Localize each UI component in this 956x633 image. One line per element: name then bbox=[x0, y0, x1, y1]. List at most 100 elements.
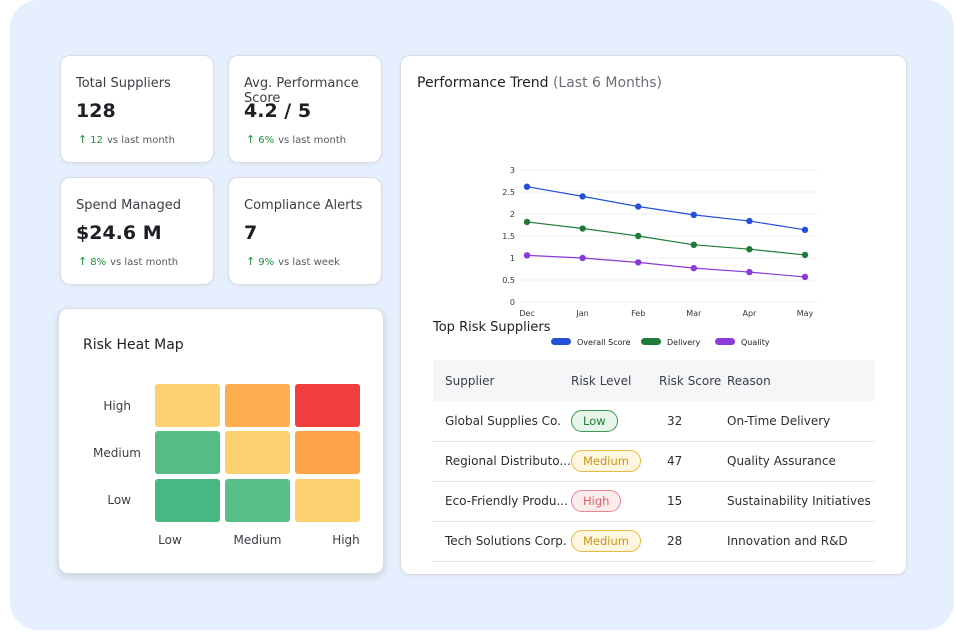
table-row[interactable]: Eco-Friendly Produ... High 15 Sustainabi… bbox=[433, 481, 875, 522]
data-point bbox=[801, 226, 809, 234]
legend-label: Delivery bbox=[667, 338, 700, 347]
y-tick-label: 0 bbox=[510, 298, 515, 307]
x-tick-label: Mar bbox=[686, 309, 702, 318]
trend-subtitle: (Last 6 Months) bbox=[552, 75, 663, 91]
risk-score: 15 bbox=[659, 481, 727, 522]
risk-level-badge: Medium bbox=[571, 530, 641, 552]
kpi-card-spend-managed[interactable]: Spend Managed $24.6 M ↑ 8% vs last month bbox=[60, 177, 214, 285]
data-point bbox=[579, 193, 586, 200]
data-point bbox=[690, 211, 697, 219]
risk-level-badge: Medium bbox=[571, 450, 641, 472]
kpi-value: $24.6 M bbox=[76, 222, 162, 244]
heat-cell[interactable] bbox=[295, 384, 360, 427]
x-tick-label: Feb bbox=[631, 309, 645, 318]
legend-label: Quality bbox=[741, 338, 770, 347]
data-point bbox=[746, 246, 753, 253]
x-tick-label: Jan bbox=[575, 309, 588, 318]
heat-cell[interactable] bbox=[225, 431, 290, 474]
risk-score: 28 bbox=[659, 521, 727, 562]
kpi-card-avg-performance[interactable]: Avg. Performance Score 4.2 / 5 ↑ 6% vs las… bbox=[228, 55, 382, 163]
arrow-up-icon: ↑ bbox=[78, 133, 88, 146]
y-tick-label: 3 bbox=[510, 166, 515, 175]
data-point bbox=[523, 218, 531, 226]
heat-cell[interactable] bbox=[155, 479, 220, 522]
risk-score: 47 bbox=[659, 441, 727, 482]
data-point bbox=[801, 251, 809, 259]
risk-reason: Sustainability Initiatives bbox=[727, 481, 875, 522]
y-tick-label: 2 bbox=[510, 210, 515, 219]
data-point bbox=[523, 252, 531, 259]
kpi-value: 128 bbox=[76, 100, 116, 122]
risk-heat-map-card: Risk Heat Map High Medium Low Low Medium… bbox=[58, 308, 384, 574]
x-tick-label: Dec bbox=[519, 309, 534, 318]
table-header-row: Supplier Risk Level Risk Score Reason bbox=[433, 360, 875, 401]
x-tick-label: May bbox=[797, 309, 814, 318]
heat-map-title: Risk Heat Map bbox=[83, 337, 184, 353]
heat-col-label-high: High bbox=[332, 533, 360, 547]
data-point bbox=[690, 264, 697, 272]
risk-level-badge: Low bbox=[571, 409, 618, 432]
kpi-title: Spend Managed bbox=[76, 198, 182, 213]
y-tick-label: 0.5 bbox=[502, 276, 515, 285]
col-header-risk-level[interactable]: Risk Level bbox=[571, 360, 659, 401]
heat-cell[interactable] bbox=[225, 384, 290, 427]
heat-cell[interactable] bbox=[155, 431, 220, 474]
heat-col-label-low: Low bbox=[158, 533, 182, 547]
heat-cell[interactable] bbox=[225, 479, 290, 522]
y-tick-label: 1 bbox=[510, 254, 515, 263]
series-line bbox=[526, 254, 806, 278]
kpi-value: 7 bbox=[244, 222, 258, 244]
col-header-supplier[interactable]: Supplier bbox=[433, 360, 571, 401]
data-point bbox=[801, 273, 809, 281]
y-tick-label: 1.5 bbox=[502, 232, 515, 241]
table-row[interactable]: Regional Distributo... Medium 47 Quality… bbox=[433, 441, 875, 482]
arrow-up-icon: ↑ bbox=[246, 255, 256, 268]
data-point bbox=[579, 254, 586, 262]
kpi-title: Compliance Alerts bbox=[244, 198, 363, 213]
data-point bbox=[746, 217, 753, 225]
col-header-risk-score[interactable]: Risk Score bbox=[659, 360, 727, 401]
legend-label: Overall Score bbox=[577, 338, 631, 347]
kpi-delta: ↑ 6% vs last month bbox=[246, 133, 347, 146]
table-row[interactable]: Global Supplies Co. Low 32 On-Time Deliv… bbox=[433, 401, 875, 442]
arrow-up-icon: ↑ bbox=[246, 133, 256, 146]
y-tick-label: 2.5 bbox=[502, 188, 515, 197]
legend-swatch bbox=[715, 338, 735, 345]
performance-panel: Performance Trend (Last 6 Months) 0 0.5 1 1… bbox=[400, 55, 907, 575]
heat-cell[interactable] bbox=[155, 384, 220, 427]
heat-row-label-low: Low bbox=[107, 493, 131, 507]
risk-level-badge: High bbox=[571, 490, 622, 512]
heat-cell[interactable] bbox=[295, 431, 360, 474]
performance-trend-chart: 0 0.5 1 1.5 2 2.5 3 Dec Jan Feb Mar Apr May Overall S… bbox=[502, 166, 817, 347]
kpi-value: 4.2 / 5 bbox=[244, 100, 312, 122]
kpi-card-compliance-alerts[interactable]: Compliance Alerts 7 ↑ 9% vs last week bbox=[228, 177, 382, 285]
heat-row-label-medium: Medium bbox=[93, 446, 141, 460]
risk-suppliers-table: Supplier Risk Level Risk Score Reason Gl… bbox=[433, 360, 875, 562]
supplier-name: Global Supplies Co. bbox=[433, 401, 571, 442]
trend-title: Performance Trend (Last 6 Months) bbox=[417, 75, 663, 91]
kpi-delta: ↑ 9% vs last week bbox=[246, 255, 340, 268]
kpi-title: Avg. Performance Score bbox=[244, 76, 359, 106]
risk-score: 32 bbox=[659, 401, 727, 442]
heat-col-label-medium: Medium bbox=[233, 533, 282, 547]
kpi-card-total-suppliers[interactable]: Total Suppliers 128 ↑ 12 vs last month bbox=[60, 55, 214, 163]
data-point bbox=[635, 203, 642, 210]
kpi-delta: ↑ 8% vs last month bbox=[78, 255, 179, 268]
heat-row-label-high: High bbox=[103, 399, 131, 413]
data-point bbox=[635, 232, 642, 240]
risk-reason: Innovation and R&D bbox=[727, 521, 875, 562]
supplier-name: Tech Solutions Corp. bbox=[433, 521, 571, 562]
table-row[interactable]: Tech Solutions Corp. Medium 28 Innovatio… bbox=[433, 521, 875, 562]
col-header-reason[interactable]: Reason bbox=[727, 360, 875, 401]
series-line bbox=[526, 221, 806, 256]
arrow-up-icon: ↑ bbox=[78, 255, 88, 268]
heat-cell[interactable] bbox=[295, 479, 360, 522]
data-point bbox=[635, 259, 642, 266]
risk-reason: On-Time Delivery bbox=[727, 401, 875, 442]
legend-swatch bbox=[551, 338, 571, 345]
data-point bbox=[690, 241, 697, 248]
data-point bbox=[579, 225, 586, 232]
risk-table-title: Top Risk Suppliers bbox=[433, 320, 551, 335]
risk-reason: Quality Assurance bbox=[727, 441, 875, 482]
data-point bbox=[746, 268, 753, 276]
